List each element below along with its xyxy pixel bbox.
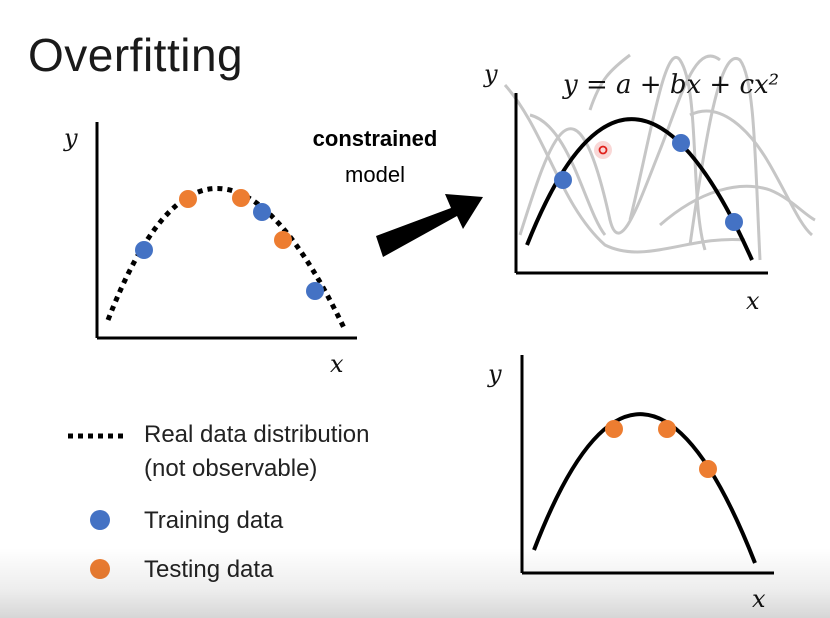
testing-point: [274, 231, 292, 249]
training-point: [725, 213, 743, 231]
bottom-right-x-label: x: [752, 585, 766, 613]
candidate-curve: [588, 53, 631, 111]
candidate-curve: [529, 113, 607, 236]
model-formula: y = a + bx + cx²: [563, 70, 780, 100]
legend-testing-marker: [90, 559, 110, 579]
legend-markers: [68, 433, 124, 579]
bottom-right-y-label: y: [488, 360, 502, 388]
testing-point: [699, 460, 717, 478]
candidate-curves: [503, 53, 816, 261]
testing-point: [232, 189, 250, 207]
candidate-curve: [688, 56, 762, 261]
real-distribution-curve: [532, 412, 757, 564]
bottom-right-plot: [520, 355, 774, 575]
thick-arrow-icon: [376, 194, 483, 257]
arrow-label-constrained: constrained: [312, 126, 438, 151]
legend-testing-label: Testing data: [144, 556, 274, 583]
training-point: [253, 203, 271, 221]
candidate-curve: [518, 54, 721, 236]
left-x-label: x: [330, 350, 344, 378]
cursor-dot-icon: [594, 141, 612, 159]
legend-real-note: (not observable): [144, 455, 318, 482]
candidate-curve: [503, 84, 746, 254]
testing-point: [605, 420, 623, 438]
training-point: [554, 171, 572, 189]
training-point: [306, 282, 324, 300]
legend-real-label: Real data distribution: [144, 421, 370, 448]
candidate-curve: [689, 109, 814, 237]
testing-point: [658, 420, 676, 438]
training-point: [135, 241, 153, 259]
top-right-x-label: x: [746, 287, 760, 315]
testing-point: [179, 190, 197, 208]
legend-training-marker: [90, 510, 110, 530]
candidate-curve: [659, 184, 816, 227]
top-right-plot: [503, 53, 816, 275]
top-right-y-label: y: [484, 60, 498, 88]
real-distribution-curve: [105, 186, 348, 332]
left-y-label: y: [64, 124, 78, 152]
candidate-curve: [628, 56, 707, 251]
slide-title: Overfitting: [28, 29, 244, 81]
arrow-label-model: model: [345, 162, 405, 187]
left-plot: [95, 122, 357, 340]
legend-training-label: Training data: [144, 507, 284, 534]
training-point: [672, 134, 690, 152]
